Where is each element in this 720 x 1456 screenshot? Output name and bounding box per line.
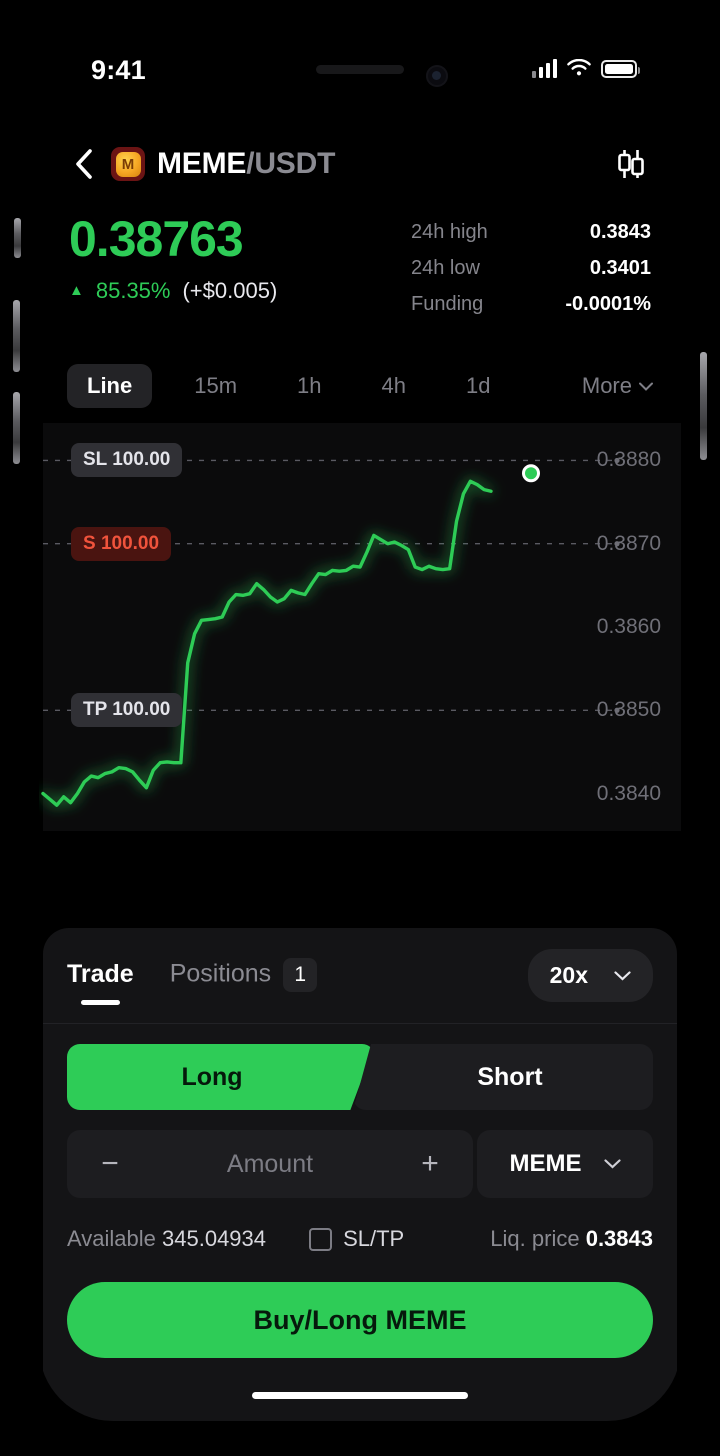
- timeframe-1d[interactable]: 1d: [466, 373, 491, 398]
- cellular-signal-icon: [531, 59, 557, 78]
- order-info-row: Available 345.04934 SL/TP Liq. price 0.3…: [67, 1222, 653, 1256]
- timeframe-more-label: More: [581, 373, 632, 398]
- chart-plot-background: [43, 423, 681, 831]
- stat-value: -0.0001%: [565, 293, 651, 315]
- sltp-label: SL/TP: [343, 1226, 405, 1251]
- chevron-down-icon: [603, 1159, 621, 1169]
- timeframe-bar: Line 15m 1h 4h 1d More: [39, 355, 681, 417]
- power-button[interactable]: [700, 352, 707, 460]
- chart-price-line: [41, 479, 493, 807]
- timeframe-more-button[interactable]: More: [582, 373, 653, 399]
- amount-input[interactable]: Amount: [226, 1149, 314, 1178]
- price-change-percent: 85.35%: [95, 277, 171, 303]
- front-camera: [426, 65, 448, 87]
- trade-panel: Trade Positions 1 20x Long Short: [43, 928, 677, 1421]
- sltp-checkbox[interactable]: [309, 1227, 333, 1251]
- chart-y-label: 0.3840: [596, 781, 661, 805]
- price-up-arrow-icon: ▲: [69, 282, 84, 299]
- order-tag-tp[interactable]: TP 100.00: [71, 693, 183, 728]
- last-price: 0.38763: [69, 211, 244, 267]
- timeframe-4h[interactable]: 4h: [381, 373, 406, 398]
- battery-icon: [601, 59, 640, 78]
- chevron-down-icon: [639, 382, 653, 391]
- tab-trade[interactable]: Trade: [67, 934, 134, 1017]
- tab-positions-label: Positions: [169, 959, 272, 988]
- earpiece-speaker: [316, 65, 404, 74]
- asset-selector[interactable]: MEME: [477, 1130, 653, 1198]
- chart-last-price-dot: [522, 464, 540, 483]
- timeframe-line[interactable]: Line: [67, 364, 153, 408]
- silent-switch[interactable]: [14, 218, 21, 258]
- price-change-absolute: (+$0.005): [182, 277, 278, 303]
- available-balance: Available 345.04934: [67, 1226, 266, 1252]
- pair-base: MEME: [157, 147, 247, 180]
- volume-down-button[interactable]: [13, 392, 20, 464]
- stat-label: 24h high: [411, 221, 488, 243]
- coin-logo-icon: M: [111, 147, 145, 181]
- status-bar: 9:41: [39, 35, 681, 97]
- status-bar-indicators: [531, 59, 640, 78]
- chart-svg: [41, 457, 620, 807]
- short-button[interactable]: Short: [353, 1044, 653, 1110]
- chart-y-label: 0.3850: [596, 698, 661, 722]
- chevron-down-icon: [614, 970, 631, 981]
- trading-app: 9:41: [39, 35, 681, 1421]
- liq-value: 0.3843: [585, 1226, 653, 1251]
- amount-input-box[interactable]: − Amount +: [67, 1130, 473, 1198]
- pair-quote: USDT: [254, 147, 336, 180]
- chart-y-label: 0.3870: [596, 531, 661, 555]
- chart-y-label: 0.3860: [596, 615, 661, 638]
- price-change-row: ▲ 85.35% (+$0.005): [69, 278, 651, 304]
- stat-row-24h-low: 24h low 0.3401: [411, 257, 651, 280]
- stat-value: 0.3843: [589, 221, 651, 243]
- side-toggle: Long Short: [67, 1044, 653, 1110]
- positions-count-badge: 1: [283, 957, 318, 992]
- tab-positions[interactable]: Positions 1: [169, 932, 318, 1020]
- long-button[interactable]: Long: [67, 1044, 375, 1110]
- timeframe-15m[interactable]: 15m: [194, 373, 238, 398]
- plus-icon[interactable]: +: [421, 1147, 439, 1180]
- market-stats: 24h high 0.3843 24h low 0.3401 Funding -…: [411, 221, 651, 329]
- leverage-selector[interactable]: 20x: [527, 949, 653, 1002]
- dynamic-island: [226, 51, 494, 105]
- amount-row: − Amount + MEME: [67, 1130, 653, 1198]
- buy-long-button[interactable]: Buy/Long MEME: [67, 1282, 653, 1358]
- order-tag-s[interactable]: S 100.00: [71, 526, 172, 561]
- pair-separator: /: [246, 147, 255, 180]
- stat-label: Funding: [411, 293, 484, 315]
- asset-label: MEME: [509, 1150, 582, 1177]
- coin-logo-letter: M: [115, 151, 141, 177]
- timeframe-1h[interactable]: 1h: [297, 373, 322, 398]
- liquidation-price: Liq. price 0.3843: [490, 1226, 653, 1252]
- trade-panel-tabs: Trade Positions 1 20x: [43, 928, 677, 1024]
- app-header: M MEME/USDT: [39, 133, 681, 195]
- wifi-icon: [567, 59, 591, 76]
- phone-screen: 9:41: [39, 35, 681, 1421]
- chart-gridlines: [43, 457, 620, 713]
- price-chart[interactable]: 0.3880 0.3870 0.3860 0.3850 0.3840 SL 100.00…: [39, 423, 681, 915]
- liq-label: Liq. price: [490, 1226, 580, 1251]
- chart-y-label: 0.3880: [596, 448, 661, 472]
- price-block: 0.38763 ▲ 85.35% (+$0.005): [39, 213, 681, 333]
- status-bar-time: 9:41: [91, 55, 146, 85]
- stat-row-funding: Funding -0.0001%: [411, 293, 651, 316]
- stat-row-24h-high: 24h high 0.3843: [411, 221, 651, 244]
- stat-label: 24h low: [411, 257, 480, 279]
- sltp-checkbox-group[interactable]: SL/TP: [309, 1226, 404, 1252]
- available-value: 345.04934: [162, 1226, 267, 1251]
- back-chevron-icon[interactable]: [69, 147, 99, 181]
- order-tag-sl[interactable]: SL 100.00: [71, 443, 183, 478]
- stat-value: 0.3401: [589, 257, 651, 279]
- volume-up-button[interactable]: [13, 300, 20, 372]
- home-indicator[interactable]: [252, 1392, 468, 1399]
- minus-icon[interactable]: −: [101, 1147, 119, 1180]
- candlestick-icon[interactable]: [611, 144, 651, 184]
- trading-pair-title: MEME/USDT: [157, 147, 335, 181]
- available-label: Available: [67, 1226, 156, 1251]
- leverage-value: 20x: [549, 962, 588, 988]
